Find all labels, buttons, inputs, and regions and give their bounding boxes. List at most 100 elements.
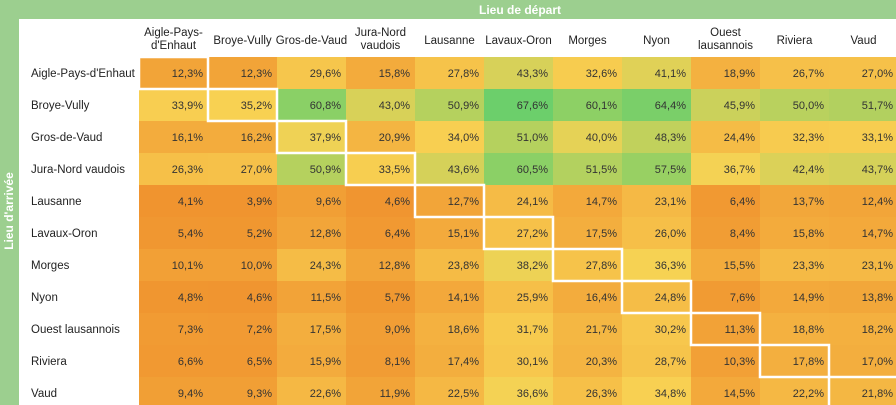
heatmap-cell [415,281,484,313]
heatmap-cell [829,345,896,377]
cell-value: 26,3% [172,164,203,176]
heatmap-cell [553,249,622,281]
cell-value: 16,2% [241,132,272,144]
cell-value: 18,8% [793,324,824,336]
heatmap-cell [829,121,896,153]
cell-value: 5,7% [385,292,410,304]
heatmap-cell [415,217,484,249]
heatmap-cell [553,89,622,121]
heatmap-cell [553,281,622,313]
heatmap-cell [691,377,760,405]
cell-value: 10,0% [241,260,272,272]
cell-value: 23,1% [655,196,686,208]
cell-value: 16,1% [172,132,203,144]
heatmap-cell [139,153,208,185]
heatmap-cell [277,89,346,121]
cell-value: 18,2% [862,324,893,336]
heatmap-cell [139,345,208,377]
cell-value: 24,8% [655,292,686,304]
heatmap-cell [829,217,896,249]
row-label: Aigle-Pays-d'Enhaut [31,68,136,80]
cell-value: 15,8% [793,228,824,240]
heatmap-cell [346,377,415,405]
heatmap-cell [415,377,484,405]
heatmap-cell [760,249,829,281]
cell-value: 36,7% [724,164,755,176]
cell-value: 45,9% [724,100,755,112]
cell-value: 9,3% [247,388,272,400]
cell-value: 14,7% [862,228,893,240]
cell-value: 43,6% [448,164,479,176]
cell-value: 17,5% [310,324,341,336]
cell-value: 42,4% [793,164,824,176]
cell-value: 4,8% [178,292,203,304]
cell-value: 43,7% [862,164,893,176]
cell-value: 27,0% [862,68,893,80]
heatmap-cell [553,153,622,185]
cell-value: 51,0% [517,132,548,144]
heatmap-cell [553,377,622,405]
heatmap-cell [139,121,208,153]
heatmap-cell [691,57,760,89]
heatmap-cell [691,185,760,217]
cell-value: 60,1% [586,100,617,112]
heatmap-cell [484,249,553,281]
cell-value: 34,8% [655,388,686,400]
row-label: Broye-Vully [31,100,90,112]
cell-value: 14,7% [586,196,617,208]
cell-value: 32,3% [793,132,824,144]
heatmap-cell [691,249,760,281]
heatmap-cell [277,313,346,345]
cell-value: 27,2% [517,228,548,240]
cell-value: 26,3% [586,388,617,400]
cell-value: 33,9% [172,100,203,112]
row-label: Ouest lausannois [31,324,120,336]
cell-value: 17,5% [586,228,617,240]
heatmap-cell [622,121,691,153]
column-label: vaudois [361,40,401,52]
cell-value: 17,8% [793,356,824,368]
cell-value: 18,6% [448,324,479,336]
cell-value: 16,4% [586,292,617,304]
heatmap-cell [415,249,484,281]
heatmap-cell [622,185,691,217]
row-label: Riviera [31,356,67,368]
column-label: Aigle-Pays- [144,27,203,39]
heatmap-cell [760,217,829,249]
cell-value: 26,0% [655,228,686,240]
heatmap-cell [277,121,346,153]
column-label: Lausanne [424,35,475,47]
heatmap-cell [691,153,760,185]
cell-value: 13,8% [862,292,893,304]
cell-value: 7,6% [730,292,755,304]
heatmap-cell [208,281,277,313]
heatmap-cell [277,377,346,405]
cell-value: 60,8% [310,100,341,112]
cell-value: 22,5% [448,388,479,400]
cell-value: 14,9% [793,292,824,304]
cell-value: 4,6% [247,292,272,304]
heatmap-cell [277,345,346,377]
cell-value: 12,8% [310,228,341,240]
heatmap-cell [622,89,691,121]
cell-value: 9,6% [316,196,341,208]
cell-value: 25,9% [517,292,548,304]
cell-value: 18,9% [724,68,755,80]
heatmap-cell [415,89,484,121]
heatmap-cell [484,153,553,185]
heatmap-cell [346,345,415,377]
cell-value: 4,6% [385,196,410,208]
cell-value: 8,1% [385,356,410,368]
heatmap-cell [484,57,553,89]
heatmap-cell [553,217,622,249]
row-label: Lavaux-Oron [31,228,97,240]
heatmap-cell [208,185,277,217]
cell-value: 21,7% [586,324,617,336]
cell-value: 15,9% [310,356,341,368]
heatmap-cell [208,345,277,377]
heatmap-cell [484,89,553,121]
heatmap-cell [553,313,622,345]
heatmap-cell [208,249,277,281]
heatmap-cell [415,153,484,185]
